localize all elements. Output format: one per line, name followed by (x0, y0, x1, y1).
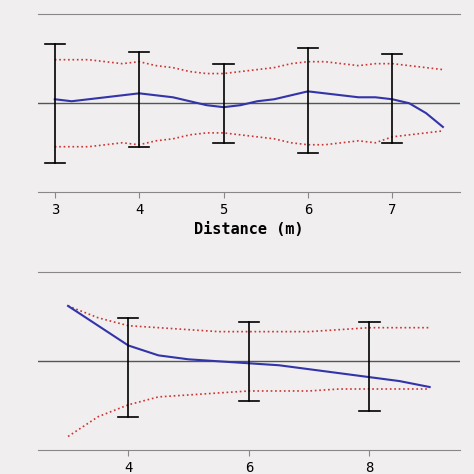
X-axis label: Distance (m): Distance (m) (194, 222, 304, 237)
